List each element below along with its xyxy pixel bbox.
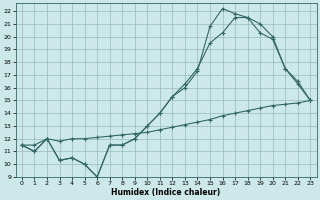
X-axis label: Humidex (Indice chaleur): Humidex (Indice chaleur) bbox=[111, 188, 221, 197]
